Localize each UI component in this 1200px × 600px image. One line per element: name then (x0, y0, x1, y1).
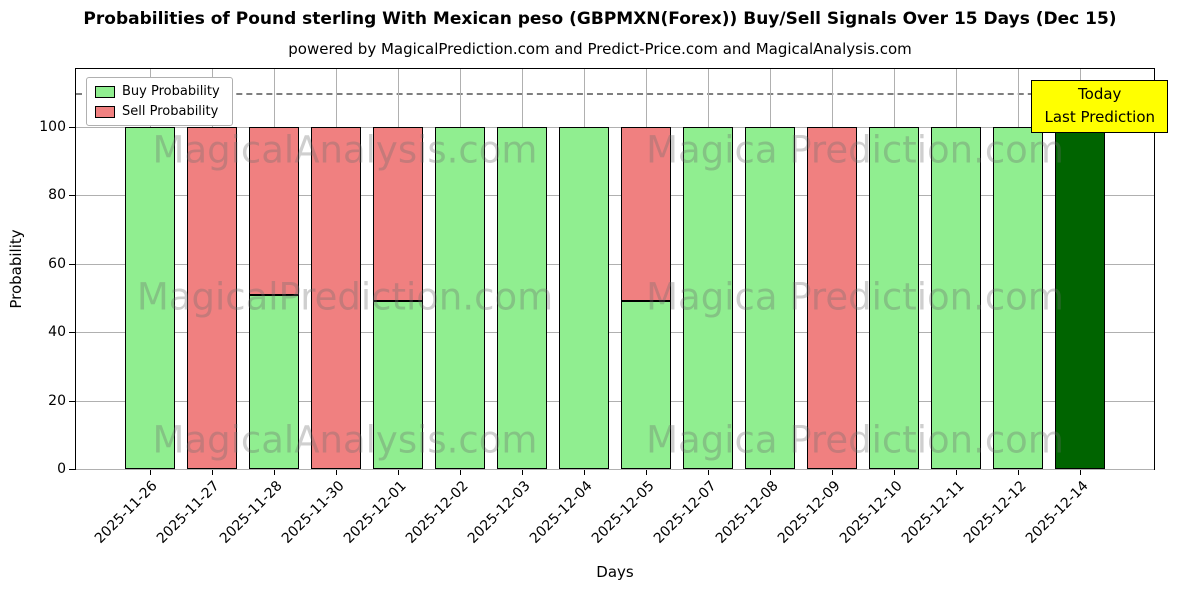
y-tick-label: 0 (57, 461, 66, 477)
bar-sell (373, 127, 423, 302)
x-tick-label: 2025-12-03 (464, 478, 534, 547)
y-gridline (76, 400, 1154, 402)
x-tick-mark (459, 470, 461, 475)
x-tick-mark (770, 470, 772, 475)
plot-area (75, 68, 1155, 470)
x-tick-label: 2025-12-02 (402, 478, 472, 547)
x-tick-mark (273, 470, 275, 475)
x-tick-label: 2025-12-01 (340, 478, 410, 547)
x-tick-mark (397, 470, 399, 475)
y-tick-label: 20 (48, 392, 66, 409)
bar-buy (993, 127, 1043, 469)
x-tick-mark (583, 470, 585, 475)
y-gridline (76, 469, 1154, 470)
bar-sell (311, 127, 361, 469)
y-tick-label: 100 (39, 119, 66, 136)
x-tick-mark (211, 470, 213, 475)
x-tick-label: 2025-11-30 (278, 478, 348, 547)
y-gridline (76, 127, 1154, 129)
bar-buy (125, 127, 175, 469)
y-tick-mark (69, 127, 75, 129)
x-tick-label: 2025-12-09 (774, 478, 844, 547)
x-tick-label: 2025-12-07 (650, 478, 720, 547)
x-tick-label: 2025-11-27 (154, 478, 224, 547)
today-annotation: Today Last Prediction (1031, 80, 1168, 133)
bar-today-buy (1055, 127, 1105, 469)
x-tick-mark (894, 470, 896, 475)
sell-probability-swatch (95, 105, 115, 118)
x-tick-label: 2025-12-11 (898, 478, 968, 547)
bar-buy (683, 127, 733, 469)
x-tick-mark (335, 470, 337, 475)
bar-buy (497, 127, 547, 469)
x-tick-label: 2025-12-10 (836, 478, 906, 547)
bar-buy (249, 294, 299, 469)
y-tick-mark (69, 263, 75, 265)
bar-sell (621, 127, 671, 302)
y-tick-mark (69, 195, 75, 197)
bar-sell (187, 127, 237, 469)
y-tick-mark (69, 400, 75, 402)
chart-subtitle: powered by MagicalPrediction.com and Pre… (288, 40, 912, 58)
today-annotation-line2: Last Prediction (1044, 108, 1155, 127)
y-tick-label: 40 (48, 324, 66, 341)
legend-label-buy: Buy Probability (122, 84, 220, 99)
buy-probability-swatch (95, 85, 115, 98)
y-tick-mark (69, 469, 75, 470)
legend-item-buy: Buy Probability (95, 84, 220, 99)
y-tick-mark (69, 332, 75, 334)
legend-label-sell: Sell Probability (122, 104, 219, 119)
x-tick-mark (1018, 470, 1020, 475)
bar-buy (559, 127, 609, 469)
bar-buy (931, 127, 981, 469)
x-tick-mark (956, 470, 958, 475)
x-tick-mark (521, 470, 523, 475)
bar-buy (745, 127, 795, 469)
x-tick-label: 2025-11-28 (216, 478, 286, 547)
x-tick-mark (832, 470, 834, 475)
x-tick-label: 2025-12-08 (712, 478, 782, 547)
x-tick-label: 2025-11-26 (92, 478, 162, 547)
bar-buy (621, 301, 671, 469)
legend: Buy Probability Sell Probability (86, 77, 233, 126)
x-tick-mark (149, 470, 151, 475)
x-tick-mark (1080, 470, 1082, 475)
today-annotation-line1: Today (1078, 85, 1122, 103)
x-tick-label: 2025-12-05 (588, 478, 658, 547)
y-tick-label: 80 (48, 187, 66, 204)
x-tick-label: 2025-12-04 (526, 478, 596, 547)
x-tick-mark (646, 470, 647, 475)
legend-item-sell: Sell Probability (95, 104, 220, 119)
y-gridline (76, 332, 1154, 334)
bar-buy (373, 301, 423, 469)
bar-buy (869, 127, 919, 469)
bar-buy (435, 127, 485, 469)
x-tick-mark (708, 470, 710, 475)
x-axis-label: Days (596, 563, 634, 581)
y-tick-label: 60 (48, 255, 66, 272)
dashed-threshold-line (76, 92, 1154, 95)
bar-sell (249, 127, 299, 295)
y-gridline (76, 195, 1154, 197)
y-gridline (76, 263, 1154, 265)
bar-sell (807, 127, 857, 469)
chart-title: Probabilities of Pound sterling With Mex… (83, 9, 1117, 29)
x-tick-label: 2025-12-14 (1022, 478, 1092, 547)
x-tick-label: 2025-12-12 (960, 478, 1030, 547)
